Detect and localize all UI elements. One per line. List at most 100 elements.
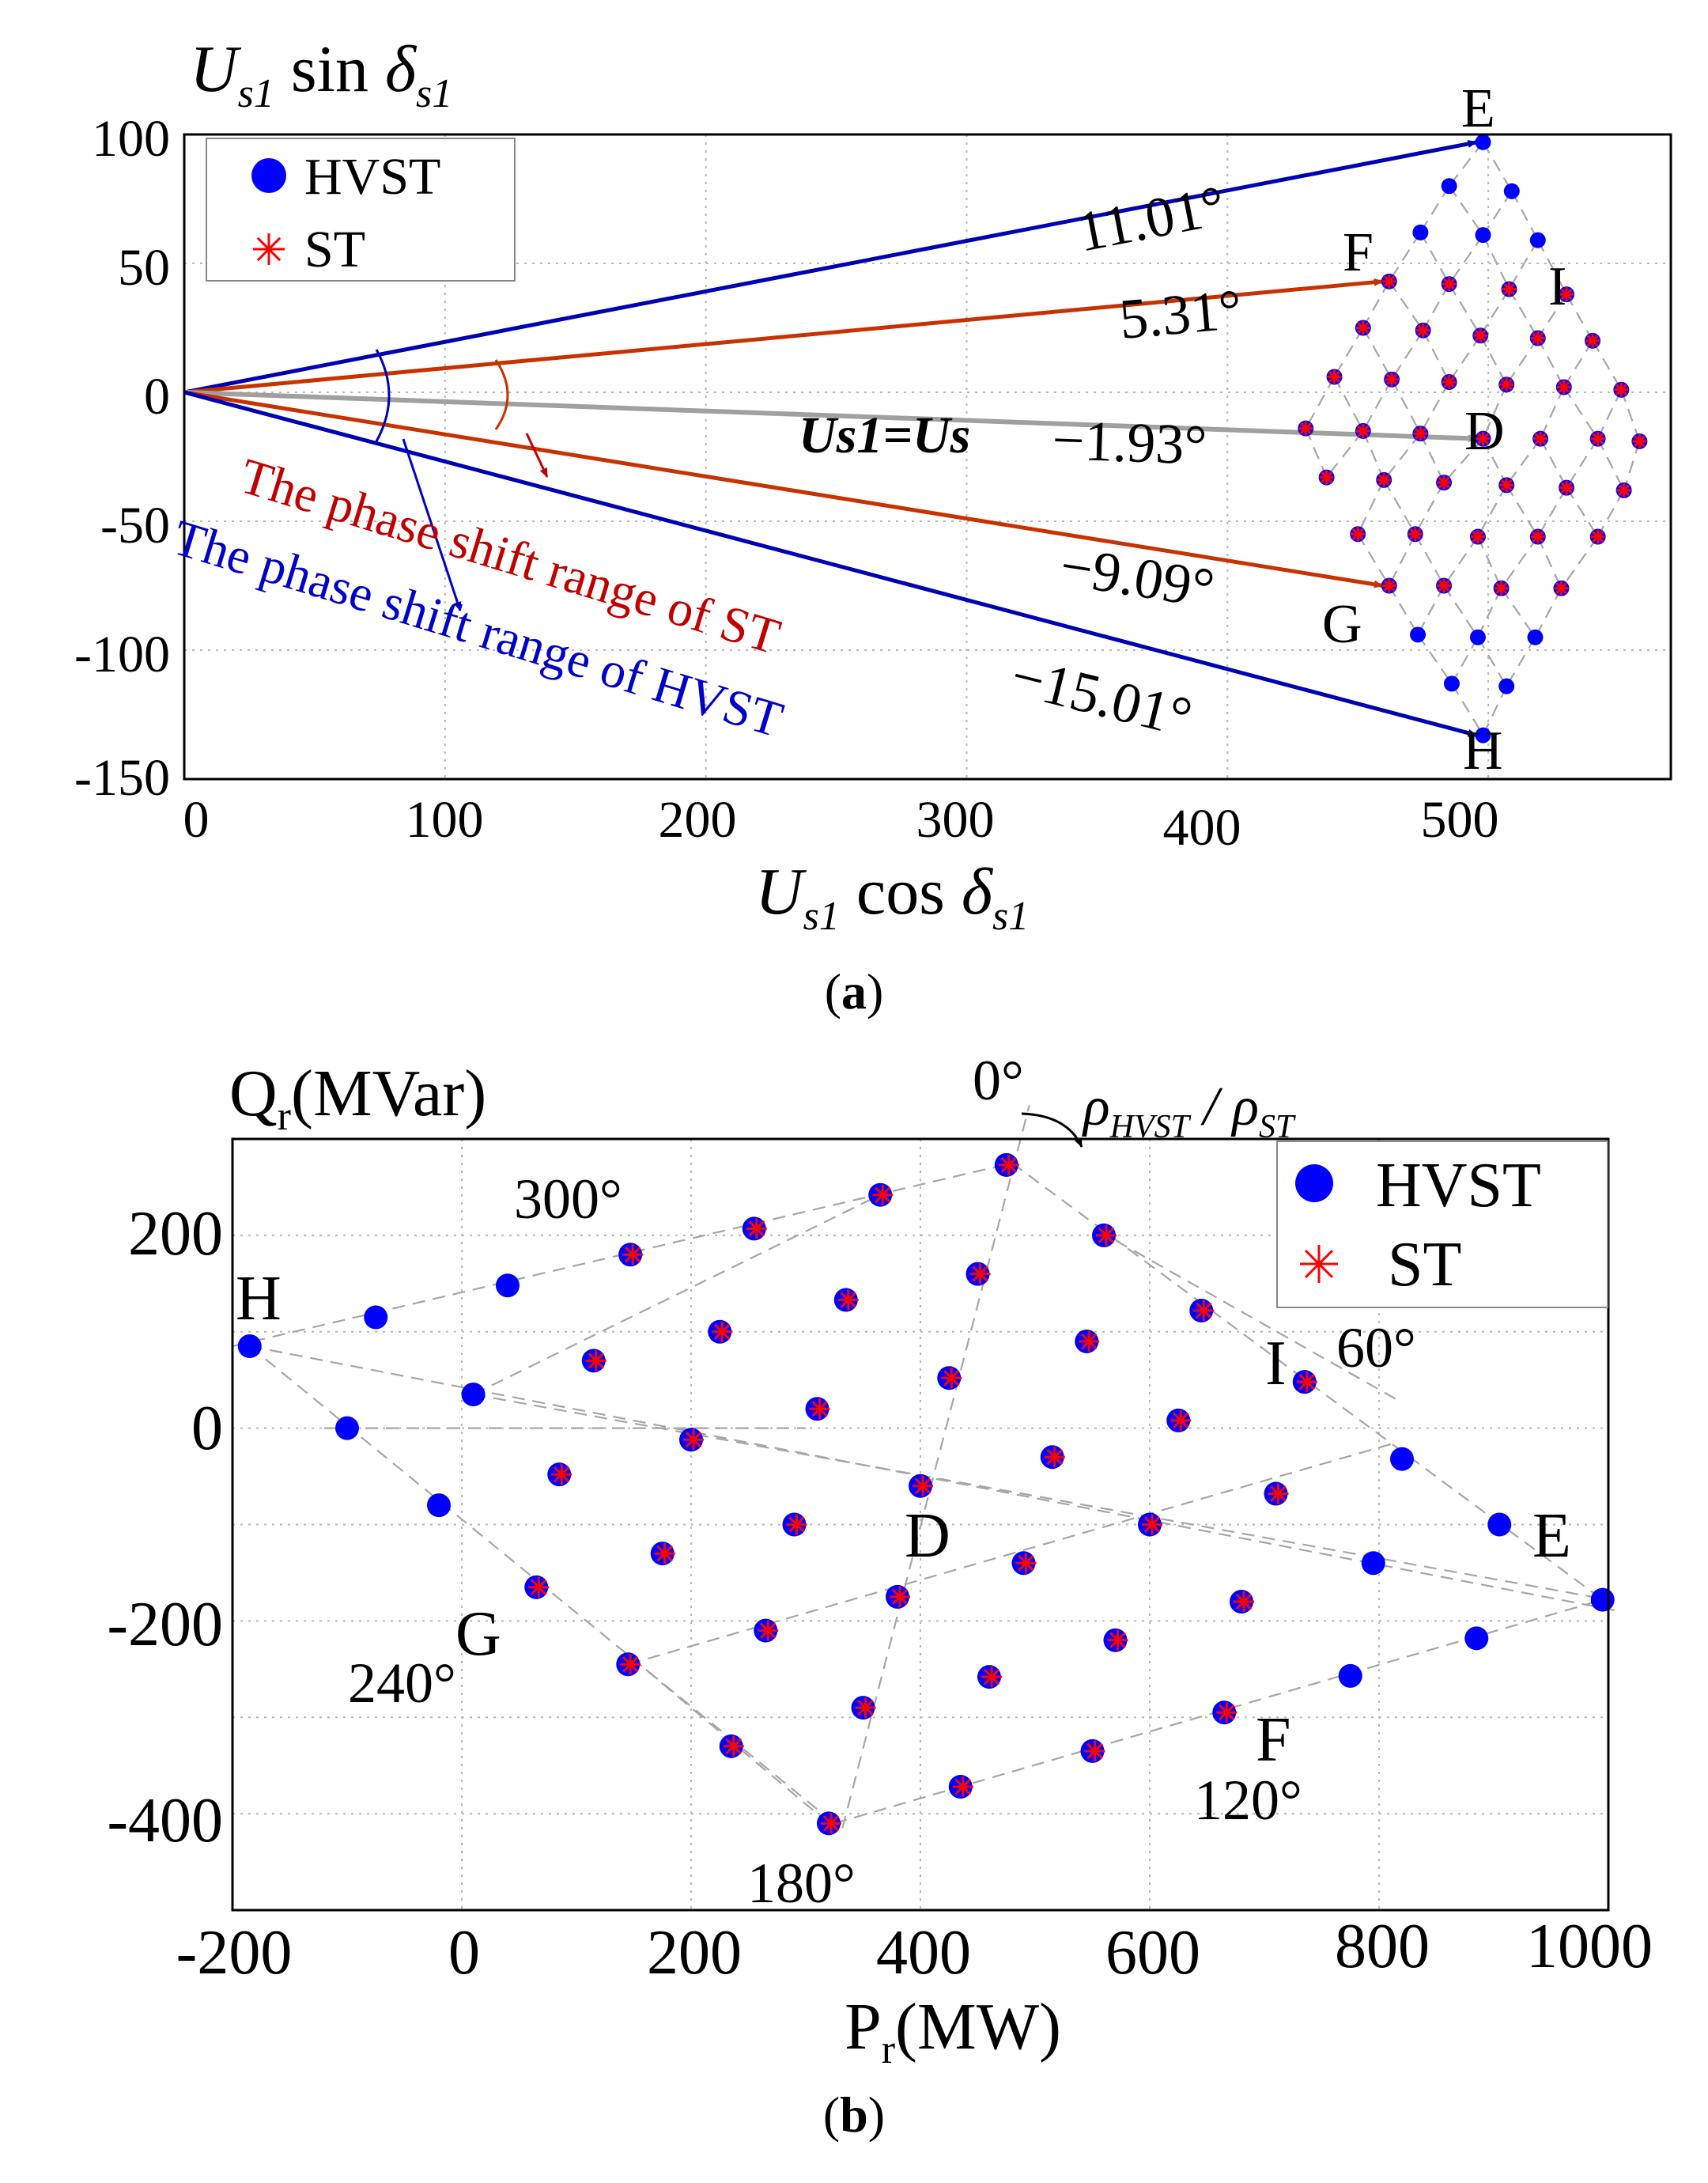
point-label-g: G (1322, 594, 1362, 655)
lattice-segment-a (1333, 376, 1364, 432)
lattice-segment-a (1476, 536, 1502, 589)
st-point-b-1-stroke (748, 1220, 765, 1237)
lattice-segment-a (1510, 191, 1539, 241)
vector-h (183, 390, 1478, 737)
legend-a: HVST ST (206, 138, 516, 282)
st-point-a-3 (1559, 287, 1574, 302)
lattice-line-b (249, 1345, 1620, 1613)
st-point-a-7 (1530, 331, 1545, 346)
st-point-a-10-stroke (1385, 373, 1398, 386)
st-point-b-10-stroke (685, 1431, 702, 1448)
lattice-segment-a (1391, 379, 1422, 434)
st-point-a-27-stroke (1618, 484, 1631, 497)
hvst-point-a-0 (1475, 134, 1491, 150)
lattice-segment-a (1419, 433, 1445, 483)
st-point-b-34 (952, 1776, 973, 1797)
st-point-a-1 (1442, 277, 1457, 292)
hvst-point-a-48 (1475, 727, 1491, 743)
lattice-segment-a (1422, 283, 1450, 331)
lattice-segment-a (1506, 637, 1536, 687)
lattice-segment-a (1414, 482, 1445, 535)
st-point-b-4 (585, 1350, 606, 1371)
lattice-segment-a (1597, 438, 1625, 491)
rho-rotation-arrow (1021, 1112, 1083, 1148)
st-point-a-4-stroke (1357, 322, 1370, 334)
lattice-segment-a (1482, 142, 1513, 192)
xtick-a-300: 300 (916, 791, 995, 849)
hvst-range-arc (375, 349, 391, 442)
point-label-i: I (1548, 256, 1566, 317)
st-point-b-4-stroke (588, 1353, 605, 1369)
xtick-b-m200: -200 (176, 1918, 293, 1988)
hvst-point-a-3 (1412, 224, 1429, 240)
st-point-a-21 (1632, 433, 1647, 448)
st-point-a-14-stroke (1615, 384, 1627, 396)
plot-frame-b (231, 1137, 1610, 1912)
hvst-point-b-34 (1390, 1447, 1414, 1471)
xtick-b-600: 600 (1105, 1918, 1200, 1988)
lattice-segment-a (1448, 283, 1482, 336)
lattice-segment-a (1357, 479, 1385, 535)
legend-box-a (206, 138, 516, 282)
st-point-b-21 (1296, 1371, 1317, 1393)
xtick-a-500: 500 (1421, 791, 1499, 849)
lattice-segment-a (1476, 588, 1502, 638)
st-point-a-28 (1351, 527, 1366, 542)
hvst-point-a-5 (1529, 232, 1546, 248)
st-point-a-30 (1470, 529, 1485, 544)
st-point-b-27-stroke (1270, 1485, 1287, 1502)
st-point-b-10 (683, 1429, 704, 1451)
lattice-segment-a (1566, 487, 1599, 538)
st-point-b-35-stroke (1086, 1742, 1103, 1760)
lattice-segment-a (1417, 585, 1445, 635)
ytick-a-50: 50 (118, 239, 170, 297)
st-point-a-34-stroke (1438, 580, 1450, 592)
lattice-segment-a (1506, 337, 1539, 385)
x-ticks-a: 0 100 200 300 400 500 (183, 791, 1499, 857)
point-label-b-e: E (1532, 1501, 1571, 1571)
st-point-a-34 (1437, 578, 1452, 593)
lattice-segment-a (1620, 389, 1641, 442)
st-point-b-19-stroke (1046, 1448, 1064, 1466)
hvst-point-a-2 (1503, 183, 1520, 199)
lattice-segment-a (1451, 683, 1484, 736)
st-point-a-2-stroke (1503, 283, 1515, 296)
lattice-segment-a (1362, 430, 1385, 481)
xtick-b-1000: 1000 (1526, 1912, 1653, 1981)
st-point-b-36-stroke (1218, 1704, 1235, 1721)
lattice-segment-a (1482, 234, 1510, 290)
hvst-point-a-45 (1527, 629, 1544, 645)
st-point-b-8-stroke (1098, 1227, 1115, 1244)
hvst-point-b-40 (1361, 1551, 1385, 1576)
st-point-b-27 (1268, 1483, 1289, 1504)
point-label-e: E (1461, 78, 1495, 139)
hvst-point-b-47 (1464, 1626, 1489, 1651)
lattice-segment-a (1479, 335, 1508, 385)
st-point-a-27 (1616, 482, 1631, 498)
point-label-b-i: I (1265, 1329, 1287, 1398)
hvst-point-b-41 (1487, 1512, 1512, 1537)
st-point-a-0 (1381, 274, 1396, 289)
lattice-segment-a (1506, 484, 1539, 538)
legend-b: HVST ST (1276, 1141, 1608, 1308)
st-point-b-28-stroke (725, 1738, 743, 1755)
st-point-a-23 (1377, 472, 1392, 487)
st-point-a-10 (1385, 372, 1400, 387)
st-point-b-23-stroke (759, 1622, 777, 1639)
lattice-segment-a (1476, 484, 1508, 538)
point-label-h: H (1463, 721, 1503, 781)
lattice-segment-a (1563, 386, 1599, 440)
st-point-a-25-stroke (1500, 479, 1513, 491)
lattice-segment-a (1560, 535, 1599, 589)
lattice-segment-a (1417, 634, 1453, 685)
lattice-segment-a (1482, 191, 1513, 236)
hvst-point-a-1 (1441, 178, 1457, 195)
st-point-b-12 (941, 1368, 962, 1389)
legend-hvst-marker-b (1295, 1164, 1333, 1202)
ytick-b-m200: -200 (107, 1590, 223, 1659)
chart-panel-a: 100 50 0 -50 -100 -150 0 100 200 300 400… (74, 32, 1672, 1020)
lattice-segment-a (1623, 441, 1641, 491)
ytick-b-m400: -400 (107, 1786, 223, 1856)
st-point-b-9 (551, 1464, 572, 1485)
